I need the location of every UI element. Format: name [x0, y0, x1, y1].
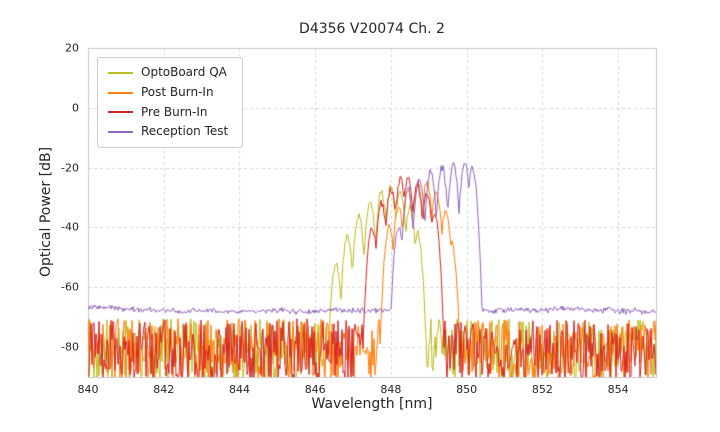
legend-label: Post Burn-In: [141, 84, 214, 99]
x-tick-label: 850: [456, 383, 478, 396]
x-axis-label: Wavelength [nm]: [311, 396, 433, 412]
legend-item-pre-burn-in: Pre Burn-In: [108, 104, 228, 120]
y-tick-label: 0: [72, 101, 79, 115]
legend-label: Reception Test: [141, 124, 229, 139]
legend-line-swatch: [108, 71, 133, 74]
x-tick-label: 846: [304, 383, 326, 396]
legend-item-post-burn-in: Post Burn-In: [108, 84, 228, 100]
y-axis-label: Optical Power [dB]: [38, 146, 54, 278]
legend-label: OptoBoard QA: [141, 65, 227, 79]
x-tick-label: 842: [153, 383, 175, 396]
chart-title: D4356 V20074 Ch. 2: [299, 21, 445, 37]
y-tick-label: -20: [61, 161, 79, 175]
legend-item-optoboard-qa: OptoBoard QA: [108, 65, 228, 80]
legend: OptoBoard QA Post Burn-In Pre Burn-In Recep…: [97, 57, 244, 149]
y-tick-label: 20: [65, 41, 79, 55]
x-tick-label: 840: [77, 383, 99, 396]
legend-label: Pre Burn-In: [141, 104, 208, 119]
x-tick-label: 852: [531, 383, 553, 396]
y-tick-label: -40: [61, 220, 79, 234]
legend-item-reception-test: Reception Test: [108, 125, 228, 139]
legend-line-swatch: [108, 91, 133, 94]
y-tick-label: -60: [61, 280, 79, 294]
legend-line-swatch: [108, 111, 133, 114]
x-tick-label: 844: [228, 383, 250, 396]
x-tick-label: 848: [380, 383, 402, 396]
legend-line-swatch: [108, 131, 133, 134]
y-tick-label: -80: [61, 340, 79, 354]
x-tick-label: 854: [607, 383, 629, 396]
